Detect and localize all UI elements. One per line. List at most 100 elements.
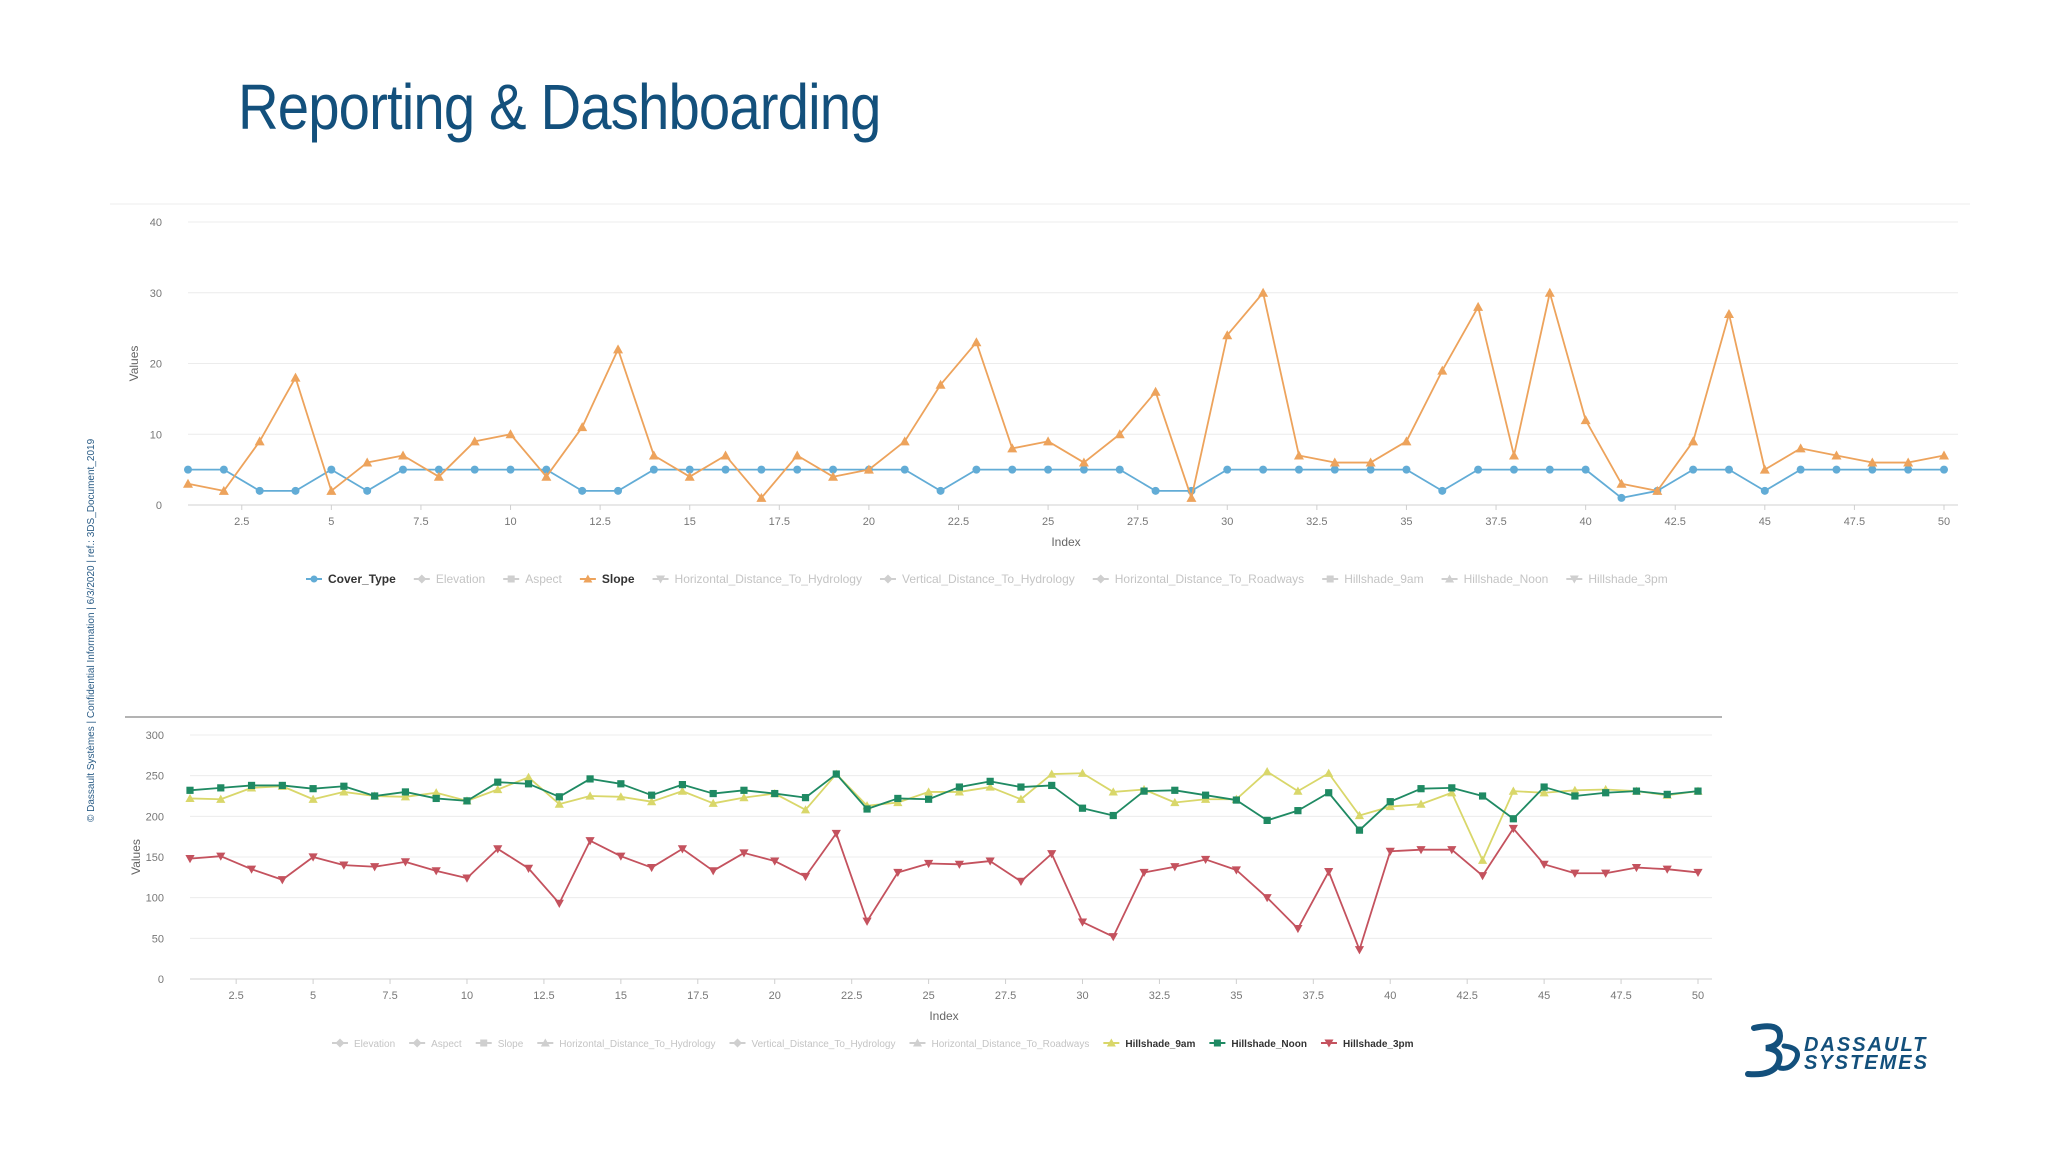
bottom-chart-point-hillshade-noon xyxy=(1663,790,1671,798)
top-chart-legend-item-elevation: Elevation xyxy=(436,572,485,586)
bottom-chart-point-hillshade-3pm xyxy=(1324,868,1334,877)
top-chart-x-tick-label: 45 xyxy=(1759,516,1771,528)
top-chart-series-line-cover-type xyxy=(188,468,1944,499)
bottom-chart-point-hillshade-9am xyxy=(431,788,441,797)
bottom-chart-point-hillshade-noon xyxy=(1201,791,1210,799)
bottom-chart-point-hillshade-3pm xyxy=(462,874,472,883)
top-chart-x-tick-label: 35 xyxy=(1400,516,1412,528)
bottom-chart-point-hillshade-3pm xyxy=(708,867,718,876)
bottom-chart-point-hillshade-noon xyxy=(432,794,440,803)
top-chart-point-cover-type xyxy=(1545,465,1554,474)
bottom-chart-y-tick-label: 250 xyxy=(146,771,164,783)
bottom-chart-legend-item-elevation: Elevation xyxy=(354,1039,395,1050)
bottom-chart-legend-marker xyxy=(733,1038,742,1048)
bottom-chart-legend-item-hillshade-3pm: Hillshade_3pm xyxy=(1343,1039,1414,1050)
bottom-chart-point-hillshade-3pm xyxy=(1047,850,1057,859)
bottom-chart-legend-item-hillshade-noon: Hillshade_Noon xyxy=(1231,1039,1307,1050)
top-chart-point-cover-type xyxy=(721,465,730,474)
bottom-chart-point-hillshade-3pm xyxy=(1354,946,1365,955)
bottom-chart-point-hillshade-9am xyxy=(924,787,934,796)
bottom-chart-point-hillshade-3pm xyxy=(216,852,226,861)
bottom-chart-point-hillshade-9am xyxy=(1416,799,1426,808)
bottom-chart-point-hillshade-3pm xyxy=(1416,846,1426,855)
top-chart-point-slope xyxy=(1293,450,1304,460)
bottom-chart-x-tick-label: 35 xyxy=(1230,990,1242,1002)
bottom-chart-point-hillshade-9am xyxy=(1077,768,1088,777)
bottom-chart-point-hillshade-noon xyxy=(955,783,963,791)
top-chart-point-slope xyxy=(541,471,552,481)
bottom-chart-x-tick-label: 42.5 xyxy=(1456,990,1477,1002)
top-chart-point-slope xyxy=(792,450,803,460)
top-chart-legend-marker xyxy=(1569,575,1579,584)
bottom-chart-point-hillshade-9am xyxy=(1047,769,1057,778)
bottom-chart-point-hillshade-noon xyxy=(524,780,533,788)
top-chart-legend-item-vertical-distance-to-hydrology: Vertical_Distance_To_Hydrology xyxy=(902,572,1075,586)
top-chart-legend-marker xyxy=(1096,574,1106,584)
bottom-chart-point-hillshade-3pm xyxy=(677,845,688,854)
bottom-chart-point-hillshade-noon xyxy=(1355,826,1364,834)
bottom-chart-legend-marker xyxy=(480,1039,488,1047)
top-chart-point-slope xyxy=(1939,450,1949,460)
slide-title: Reporting & Dashboarding xyxy=(238,71,882,143)
top-chart-legend-item-aspect: Aspect xyxy=(525,572,562,586)
bottom-chart-point-hillshade-3pm xyxy=(1601,869,1611,878)
bottom-chart-point-hillshade-noon xyxy=(401,788,410,796)
bottom-chart-point-hillshade-noon xyxy=(1632,787,1641,795)
bottom-chart-x-tick-label: 17.5 xyxy=(687,990,708,1002)
bottom-chart-point-hillshade-3pm xyxy=(831,829,841,839)
bottom-chart-point-hillshade-3pm xyxy=(862,917,872,926)
bottom-chart-point-hillshade-9am xyxy=(1262,767,1272,776)
bottom-chart-legend-item-horizontal-distance-to-hydrology: Horizontal_Distance_To_Hydrology xyxy=(559,1039,715,1050)
bottom-chart-point-hillshade-noon xyxy=(1078,804,1087,812)
bottom-chart-point-hillshade-9am xyxy=(585,791,595,800)
bottom-chart-point-hillshade-9am xyxy=(400,792,411,801)
top-chart-x-tick-label: 7.5 xyxy=(413,516,428,528)
bottom-chart-point-hillshade-noon xyxy=(1571,792,1579,800)
top-chart-point-cover-type xyxy=(1044,465,1053,474)
top-chart-legend-marker xyxy=(656,575,666,584)
bottom-chart-x-tick-label: 2.5 xyxy=(229,990,244,1002)
top-chart-point-slope xyxy=(1043,436,1054,446)
top-chart-point-slope xyxy=(505,429,516,439)
top-chart-point-slope xyxy=(828,471,839,481)
top-chart-point-cover-type xyxy=(1796,465,1805,474)
top-chart-point-slope xyxy=(1437,365,1448,375)
bottom-chart-point-hillshade-noon xyxy=(894,794,902,803)
top-chart-legend-marker xyxy=(883,574,893,584)
dassault-systemes-logo: DASSAULT SYSTEMES xyxy=(1740,1018,1940,1078)
bottom-chart-legend-marker xyxy=(1213,1039,1221,1047)
top-chart-point-slope xyxy=(648,450,659,460)
bottom-chart-point-hillshade-noon xyxy=(1448,784,1456,792)
top-chart-point-cover-type xyxy=(255,486,264,495)
bottom-chart-point-hillshade-noon xyxy=(217,784,225,792)
top-chart-y-tick-label: 0 xyxy=(156,500,162,512)
bottom-chart-point-hillshade-9am xyxy=(739,793,749,802)
bottom-chart-point-hillshade-3pm xyxy=(1200,855,1211,865)
top-chart-point-slope xyxy=(1580,415,1591,425)
slope-cover-type-line-chart: 0 10 20 30 40 2.5 5 7.5 10 12.5 15 17.5 20 22.5 25 27.5… xyxy=(110,203,1970,586)
top-chart-point-slope xyxy=(1258,287,1269,297)
top-chart-legend-marker xyxy=(417,574,427,584)
top-chart-point-slope xyxy=(1544,287,1555,297)
top-chart-point-cover-type xyxy=(1904,465,1913,474)
bottom-chart-point-hillshade-3pm xyxy=(308,853,318,862)
bottom-chart-legend-item-hillshade-9am: Hillshade_9am xyxy=(1125,1039,1195,1050)
bottom-chart-point-hillshade-9am xyxy=(1108,787,1118,796)
top-chart-point-slope xyxy=(1688,436,1699,446)
top-chart-point-slope xyxy=(1150,386,1161,396)
top-chart-point-cover-type xyxy=(470,465,479,474)
top-chart-point-slope xyxy=(362,457,373,467)
bottom-chart-point-hillshade-3pm xyxy=(1570,869,1580,878)
bottom-chart-point-hillshade-9am xyxy=(1354,810,1365,820)
bottom-chart-point-hillshade-noon xyxy=(340,782,348,790)
bottom-chart-point-hillshade-3pm xyxy=(185,855,195,864)
top-chart-x-tick-label: 22.5 xyxy=(948,516,969,528)
top-chart-point-slope xyxy=(1007,443,1018,453)
top-chart-legend-item-cover-type: Cover_Type xyxy=(328,572,396,586)
bottom-chart-point-hillshade-3pm xyxy=(1477,872,1488,881)
top-chart-point-cover-type xyxy=(1940,465,1948,474)
bottom-chart-point-hillshade-noon xyxy=(309,785,317,793)
top-chart-point-slope xyxy=(183,478,193,488)
bottom-chart-point-hillshade-3pm xyxy=(1508,824,1518,834)
top-chart-point-slope xyxy=(1508,450,1519,460)
